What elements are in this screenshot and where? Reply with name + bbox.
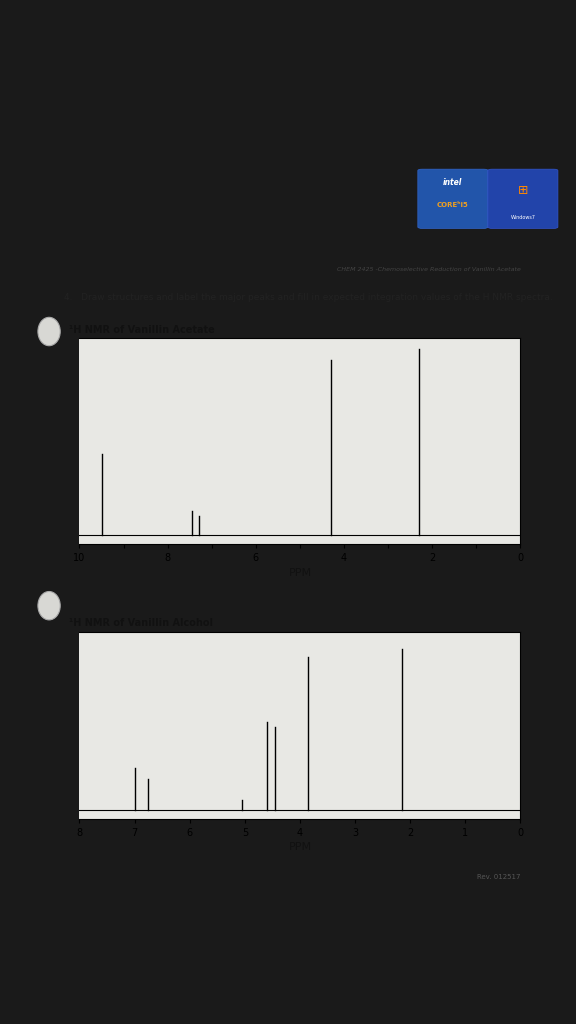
- Text: Windows7: Windows7: [510, 215, 536, 219]
- FancyBboxPatch shape: [418, 169, 488, 228]
- X-axis label: PPM: PPM: [289, 842, 312, 852]
- Circle shape: [38, 317, 60, 346]
- Circle shape: [38, 592, 60, 620]
- Text: intel: intel: [443, 178, 463, 187]
- Text: 4.   Draw structures and label the major peaks and fill in expected integration : 4. Draw structures and label the major p…: [65, 293, 553, 302]
- Text: ¹H NMR of Vanillin Acetate: ¹H NMR of Vanillin Acetate: [69, 325, 215, 335]
- Text: ⊞: ⊞: [518, 184, 528, 197]
- Text: Rev. 012517: Rev. 012517: [477, 873, 521, 880]
- FancyBboxPatch shape: [488, 169, 558, 228]
- Text: COREʰi5: COREʰi5: [437, 202, 469, 208]
- Text: ¹H NMR of Vanillin Alcohol: ¹H NMR of Vanillin Alcohol: [69, 618, 213, 629]
- X-axis label: PPM: PPM: [289, 567, 312, 578]
- Text: CHEM 2425 -Chemoselective Reduction of Vanillin Acetate: CHEM 2425 -Chemoselective Reduction of V…: [336, 267, 521, 272]
